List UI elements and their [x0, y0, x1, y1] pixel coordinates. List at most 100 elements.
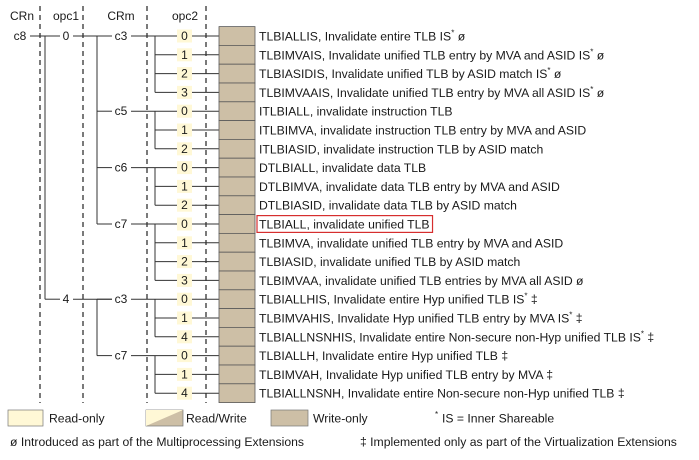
register-tail: ø: [573, 274, 584, 288]
register-tail: ‡: [572, 312, 582, 326]
register-cell: [218, 176, 256, 197]
opc2-value: 0: [181, 161, 188, 175]
opc1-label: 0: [63, 29, 70, 43]
register-tail: ‡: [614, 387, 624, 401]
register-cell: [218, 270, 256, 291]
register-row: 1 TLBIMVAIS, Invalidate unified TLB entry…: [177, 45, 605, 65]
register-description: ITLBIASID, invalidate instruction TLB by…: [259, 142, 543, 156]
legend-read-only-label: Read-only: [49, 412, 105, 426]
register-name: DTLBIMVA: [259, 180, 320, 194]
footnote-virtualization: ‡ Implemented only as part of the Virtua…: [360, 435, 677, 449]
register-name: TLBIMVAH: [259, 368, 319, 382]
register-desc: , invalidate unified TLB: [306, 218, 429, 232]
register-cell: [218, 289, 256, 309]
register-cell: [218, 251, 256, 272]
opc2-value: 2: [181, 67, 188, 81]
register-desc: , invalidate data TLB entry by MVA and A…: [319, 180, 560, 194]
register-cell: [218, 26, 256, 46]
register-description: DTLBIASID, invalidate data TLB by ASID m…: [259, 199, 517, 213]
opc2-value-box: [177, 123, 192, 137]
opc2-value: 4: [181, 386, 188, 400]
inner-shareable-mark: *: [590, 85, 593, 94]
inner-shareable-mark: *: [641, 329, 644, 338]
register-desc: , Invalidate entire Hyp unified TLB: [315, 349, 498, 363]
inner-shareable-mark: *: [524, 292, 527, 301]
register-desc: , invalidate unified TLB entries by MVA …: [318, 274, 572, 288]
opc2-value-box: [177, 161, 192, 175]
register-cell: [218, 326, 256, 347]
opc2-value: 0: [181, 217, 188, 231]
legend-read-write-label: Read/Write: [186, 412, 247, 426]
register-desc: , Invalidate unified TLB by ASID match I…: [325, 67, 548, 81]
opc2-value-box: [177, 85, 192, 99]
opc2-value: 1: [181, 311, 188, 325]
register-description: TLBIALLIS, Invalidate entire TLB IS* ø: [259, 29, 466, 44]
register-description: TLBIALL, invalidate unified TLB: [259, 218, 430, 232]
register-cell: [218, 101, 256, 122]
opc2-value-box: [177, 367, 192, 381]
register-row: 1 TLBIMVAH, Invalidate Hyp unified TLB en…: [177, 364, 553, 385]
register-name: TLBIALL: [259, 218, 307, 232]
register-row: 1 TLBIMVA, invalidate unified TLB entry b…: [177, 232, 563, 253]
legend-read-write-triangle: [146, 410, 183, 426]
register-tail: ø: [454, 30, 465, 44]
crm-label: c7: [115, 217, 128, 231]
register-cell: [218, 345, 256, 366]
opc2-value-box: [177, 349, 192, 363]
register-description: DTLBIALL, invalidate data TLB: [259, 161, 426, 175]
register-name: DTLBIASID: [259, 199, 322, 213]
register-description: TLBIMVAH, Invalidate Hyp unified TLB ent…: [259, 368, 553, 382]
opc2-value: 1: [181, 48, 188, 62]
register-description: TLBIALLHIS, Invalidate entire Hyp unifie…: [259, 292, 538, 307]
opc2-value-box: [177, 104, 192, 118]
opc2-value: 1: [181, 236, 188, 250]
highlight-box: [256, 215, 434, 234]
register-cell: [218, 120, 256, 140]
register-name: DTLBIALL: [259, 161, 315, 175]
register-name: TLBIALLIS: [259, 30, 318, 44]
register-row: 3 TLBIMVAA, invalidate unified TLB entrie…: [177, 270, 584, 291]
inner-shareable-mark: *: [451, 29, 454, 38]
register-name: TLBIASID: [259, 255, 313, 269]
register-desc: , Invalidate entire Non-secure non-Hyp u…: [352, 330, 640, 344]
register-cell: [218, 383, 256, 403]
opc2-value-box: [177, 311, 192, 325]
register-desc: , invalidate unified TLB by ASID match: [313, 255, 520, 269]
opc2-value-box: [177, 217, 192, 231]
register-row: 2 ITLBIASID, invalidate instruction TLB b…: [177, 138, 543, 159]
opc2-value-box: [177, 142, 192, 156]
register-row: 4 TLBIALLNSNH, Invalidate entire Non-secu…: [177, 383, 625, 403]
register-desc: , Invalidate entire Hyp unified TLB IS: [327, 293, 525, 307]
register-cell: [218, 195, 256, 216]
register-name: TLBIMVAA: [259, 274, 319, 288]
register-desc: , invalidate data TLB by ASID match: [322, 199, 517, 213]
opc2-value-box: [177, 292, 192, 306]
register-name: TLBIMVAAIS: [259, 86, 330, 100]
register-name: TLBIALLHIS: [259, 293, 327, 307]
crn-label: c8: [14, 29, 27, 43]
register-desc: , Invalidate Hyp unified TLB entry by MV…: [331, 312, 570, 326]
header-opc1: opc1: [53, 9, 79, 23]
opc2-value: 0: [181, 29, 188, 43]
opc2-value-box: [177, 198, 192, 212]
register-cell: [218, 82, 256, 103]
crm-label: c6: [115, 161, 128, 175]
register-desc: , invalidate instruction TLB by ASID mat…: [317, 142, 544, 156]
register-description: TLBIMVAHIS, Invalidate Hyp unified TLB e…: [259, 311, 583, 326]
register-row: 2 TLBIASID, invalidate unified TLB by ASI…: [177, 251, 520, 272]
opc2-value: 3: [181, 85, 188, 99]
legend-write-only-label: Write-only: [313, 412, 369, 426]
register-row: 1 ITLBIMVA, invalidate instruction TLB en…: [177, 120, 586, 140]
register-name: ITLBIASID: [259, 142, 317, 156]
header-crn: CRn: [10, 9, 34, 23]
register-tail: ‡: [543, 368, 553, 382]
register-row: 1 TLBIMVAHIS, Invalidate Hyp unified TLB …: [177, 308, 583, 328]
register-cell: [218, 214, 256, 234]
header-crm: CRm: [107, 9, 134, 23]
register-description: ITLBIMVA, invalidate instruction TLB ent…: [259, 124, 586, 138]
opc2-value: 1: [181, 123, 188, 137]
header-opc2: opc2: [172, 9, 198, 23]
crm-label: c3: [115, 292, 128, 306]
register-cell: [218, 45, 256, 65]
